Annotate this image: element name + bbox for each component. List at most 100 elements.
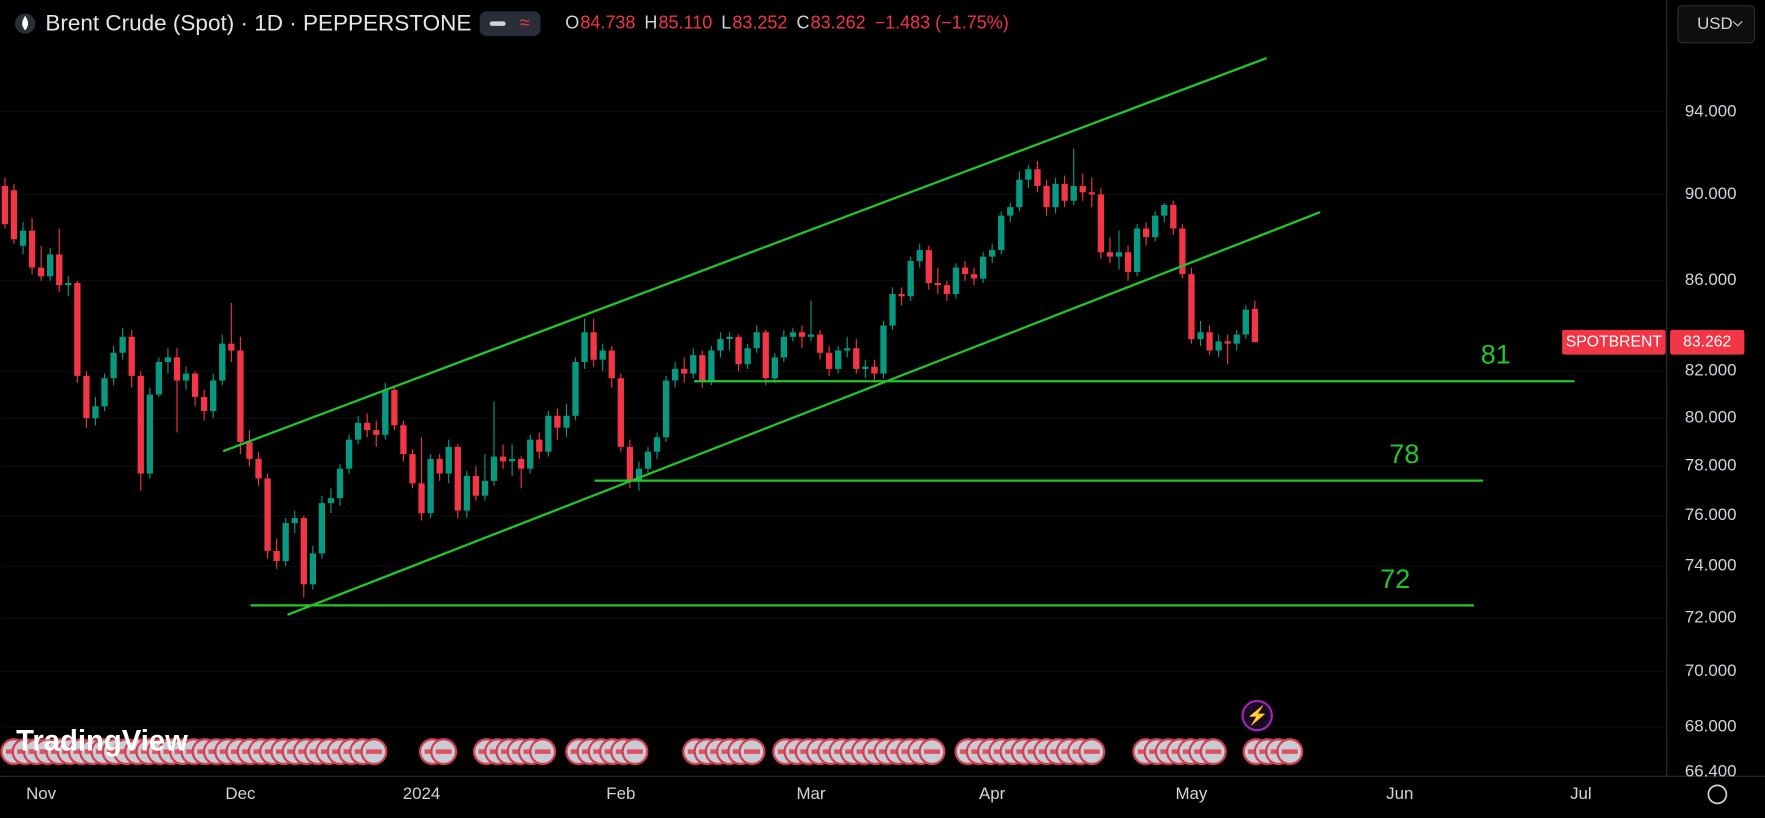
candle-body — [907, 261, 914, 297]
candle-body — [182, 373, 190, 381]
ohlc-key: O — [565, 12, 579, 32]
candle-body — [545, 415, 552, 452]
candle-body — [771, 357, 778, 379]
candle-body — [952, 267, 960, 295]
candle-body — [354, 422, 362, 440]
candle-body — [246, 442, 253, 459]
candle-body — [1007, 207, 1014, 216]
event-flag-stripe — [627, 749, 643, 754]
x-tick-label: Jul — [1570, 784, 1592, 803]
candle-body — [128, 336, 135, 376]
event-flag-stripe — [366, 749, 382, 754]
candle-body — [309, 553, 317, 585]
y-tick-label: 86.000 — [1685, 270, 1737, 289]
candle-body — [862, 366, 869, 369]
ohlc-value: 83.252 — [732, 12, 787, 32]
ohlc-key: C — [796, 12, 809, 32]
candle-body — [1197, 332, 1204, 340]
candle-body — [536, 439, 543, 452]
candle-body — [653, 437, 661, 452]
indicator-toggle[interactable] — [479, 11, 541, 37]
candle-body — [336, 468, 344, 499]
candle-body — [19, 230, 27, 246]
plot-area: 94.000 90.000 86.000 82.000 80.000 78.000 76.0… — [0, 56, 1745, 803]
y-tick-label: 90.000 — [1685, 184, 1737, 203]
candle-body — [708, 350, 715, 381]
candle-body — [1179, 228, 1186, 275]
x-tick-label: Nov — [26, 784, 57, 803]
candle-body — [943, 285, 951, 295]
toggle-wave: ≈ — [520, 12, 530, 32]
candle-body — [92, 406, 99, 419]
candle-body — [572, 362, 579, 416]
candle-body — [508, 458, 516, 462]
y-tick-label: 76.000 — [1685, 505, 1737, 524]
candle-body — [726, 336, 733, 340]
symbol-drop — [22, 15, 29, 31]
candle-body — [681, 368, 688, 374]
candle-body — [499, 456, 507, 462]
y-tick-label: 68.000 — [1685, 716, 1737, 735]
settings-icon[interactable] — [1707, 784, 1728, 805]
flash-icon[interactable] — [1241, 699, 1273, 732]
x-tick-label: Feb — [606, 784, 635, 803]
candle-body — [690, 355, 697, 374]
candle-body — [1242, 309, 1249, 335]
candle-body — [264, 478, 271, 551]
candle-body — [789, 332, 797, 337]
candle-body — [427, 458, 434, 514]
x-tick-label: Apr — [979, 784, 1006, 803]
price-tag-value-bg — [1670, 329, 1745, 355]
candle-body — [445, 446, 452, 474]
candle-body — [717, 339, 724, 351]
candle-body — [1079, 185, 1086, 193]
candle-body — [282, 523, 289, 562]
event-markers — [0, 738, 1304, 766]
candle-body — [1097, 194, 1105, 253]
candle-body — [599, 350, 606, 360]
y-tick-label: 70.000 — [1685, 661, 1737, 680]
currency-button[interactable] — [1677, 5, 1756, 44]
candle-body — [518, 458, 525, 469]
candle-body — [1152, 215, 1159, 238]
candle-body — [65, 282, 72, 286]
ohlc-value: 83.262 — [811, 12, 866, 32]
candle-body — [762, 332, 769, 379]
candle-body — [101, 378, 108, 407]
price-tag-value: 83.262 — [1683, 333, 1731, 350]
watermark: TradingView — [16, 725, 188, 757]
x-tick-label: Jun — [1386, 784, 1413, 803]
candle-body — [753, 332, 760, 349]
candle-body — [1170, 205, 1177, 229]
candle-body — [898, 294, 905, 297]
candle-body — [490, 456, 498, 481]
x-tick-label: 2024 — [403, 784, 441, 803]
toggle-bar — [489, 21, 506, 26]
y-tick-label: 72.000 — [1685, 608, 1737, 627]
candle-body — [798, 332, 806, 337]
candle-body — [273, 550, 280, 562]
price-tag-name-bg — [1562, 329, 1666, 355]
candle-body — [1061, 183, 1068, 201]
flash-symbol: ⚡ — [1246, 704, 1268, 726]
event-flag-stripe — [1083, 749, 1100, 754]
candle-body — [463, 476, 470, 511]
candle-body — [155, 362, 163, 395]
currency-chevron — [1732, 20, 1743, 27]
candle-body — [626, 446, 634, 481]
y-tick-label: 80.000 — [1685, 408, 1737, 427]
candle-body — [191, 373, 199, 397]
candle-body — [146, 394, 153, 474]
candle-body — [554, 415, 561, 428]
candle-body — [1188, 274, 1195, 340]
candle-body — [56, 254, 63, 286]
candle-body — [409, 454, 416, 484]
candle-body — [436, 458, 443, 474]
candle-body — [825, 352, 833, 369]
x-tick-label: Mar — [797, 784, 826, 803]
x-tick-label: Dec — [225, 784, 255, 803]
candle-body — [662, 380, 670, 438]
candle-body — [400, 425, 407, 455]
candle-body — [816, 334, 824, 353]
